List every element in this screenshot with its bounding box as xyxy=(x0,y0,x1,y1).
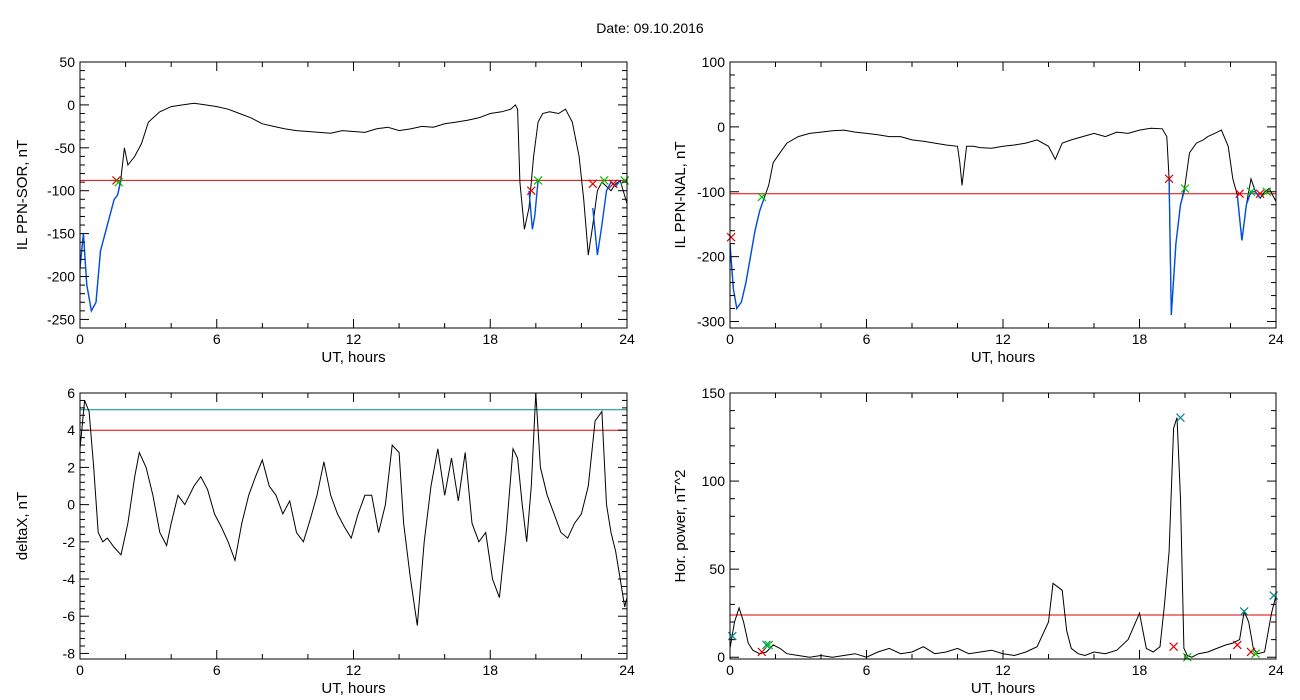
x-tick-label: 24 xyxy=(619,331,635,347)
onset-marker-2 xyxy=(757,647,767,657)
x-tick-label: 12 xyxy=(346,331,362,347)
end-marker-2 xyxy=(114,177,124,187)
x-tick-label: 0 xyxy=(76,331,84,347)
onset-marker-8 xyxy=(1232,640,1242,650)
panel-2: 0 6 12 18 24 100 0 -100 -200 -300 UT, hours IL PPN-… xyxy=(672,54,1284,366)
y-tick-label: -4 xyxy=(63,571,76,587)
peak-marker-3 xyxy=(761,640,771,650)
y-tick-label: 6 xyxy=(67,385,75,401)
y-tick-label: 0 xyxy=(67,497,75,513)
x-tick-label: 6 xyxy=(213,662,221,678)
end-marker-4 xyxy=(533,175,543,185)
end-marker-4 xyxy=(764,640,774,650)
y-tick-label: -2 xyxy=(63,534,76,550)
y-axis-label: IL PPN-NAL, nT xyxy=(672,142,689,249)
onset-marker-5 xyxy=(588,179,598,189)
end-marker-2 xyxy=(757,192,767,202)
x-tick-label: 0 xyxy=(76,662,84,678)
x-tick-label: 24 xyxy=(619,662,635,678)
plot-frame xyxy=(729,392,1277,660)
end-marker-6 xyxy=(1246,187,1256,197)
x-tick-label: 6 xyxy=(213,331,221,347)
y-tick-label: 150 xyxy=(702,385,726,401)
data-line xyxy=(730,417,1276,658)
x-axis-label: UT, hours xyxy=(971,680,1035,697)
peak-marker-9 xyxy=(1239,607,1249,616)
x-axis-label: UT, hours xyxy=(971,349,1035,366)
series-group xyxy=(80,393,627,626)
active-interval-line-1 xyxy=(730,197,765,311)
onset-marker-3 xyxy=(1164,174,1174,184)
x-tick-label: 18 xyxy=(1132,331,1148,347)
y-tick-label: -200 xyxy=(697,249,725,265)
x-tick-label: 18 xyxy=(482,331,498,347)
end-marker-11 xyxy=(1251,649,1260,659)
plot-frame xyxy=(729,61,1277,329)
x-axis-label: UT, hours xyxy=(321,349,385,366)
y-tick-label: 4 xyxy=(67,422,75,438)
y-tick-label: -6 xyxy=(63,608,76,624)
x-tick-label: 24 xyxy=(1268,331,1284,347)
end-marker-4 xyxy=(1180,184,1190,193)
x-tick-label: 24 xyxy=(1268,662,1284,678)
active-interval-line-3 xyxy=(1236,191,1261,241)
y-tick-label: -250 xyxy=(47,311,75,327)
y-tick-label: -50 xyxy=(55,140,75,156)
data-line xyxy=(80,102,627,313)
x-tick-label: 12 xyxy=(346,662,362,678)
end-marker-8 xyxy=(1262,187,1272,197)
y-tick-label: -100 xyxy=(47,183,75,199)
x-tick-label: 6 xyxy=(863,662,871,678)
onset-marker-3 xyxy=(526,186,536,196)
y-tick-label: 50 xyxy=(59,54,75,70)
onset-marker-1 xyxy=(726,232,736,242)
plot-frame xyxy=(79,61,628,329)
x-tick-label: 0 xyxy=(726,331,734,347)
end-marker-6 xyxy=(599,175,609,185)
y-axis-label: IL PPN-SOR, nT xyxy=(14,140,31,250)
y-tick-label: -8 xyxy=(63,645,76,661)
x-tick-label: 18 xyxy=(1132,662,1148,678)
y-tick-label: -100 xyxy=(697,184,725,200)
series-group xyxy=(730,417,1276,658)
active-interval-line-2 xyxy=(1168,178,1186,316)
onset-marker-10 xyxy=(1246,647,1256,657)
y-tick-label: 2 xyxy=(67,459,75,475)
data-line xyxy=(730,127,1276,316)
y-tick-label: 50 xyxy=(709,561,725,577)
active-interval-line-1 xyxy=(80,180,122,313)
page-title: Date: 09.10.2016 xyxy=(596,20,704,36)
series-group xyxy=(730,127,1276,316)
onset-marker-5 xyxy=(1235,189,1245,199)
panel-4: 0 6 12 18 24 150 100 50 0 UT, hours Hor. power, nT… xyxy=(672,385,1284,697)
y-tick-label: 100 xyxy=(702,473,726,489)
y-tick-label: 0 xyxy=(717,119,725,135)
x-tick-label: 12 xyxy=(995,662,1011,678)
onset-marker-7 xyxy=(1255,189,1265,199)
series-group xyxy=(80,102,627,313)
peak-marker-6 xyxy=(1176,413,1185,423)
y-axis-label: Hor. power, nT^2 xyxy=(672,470,689,583)
data-line xyxy=(80,393,627,626)
onset-marker-7 xyxy=(608,179,618,189)
panel-3: 0 6 12 18 24 6 4 2 0 -2 -4 -6 -8 UT, hours deltaX, nT xyxy=(14,385,635,697)
onset-marker-5 xyxy=(1169,642,1179,652)
y-tick-label: -300 xyxy=(697,314,725,330)
x-tick-label: 18 xyxy=(482,662,498,678)
y-tick-label: -150 xyxy=(47,226,75,242)
x-tick-label: 12 xyxy=(995,331,1011,347)
y-tick-label: 0 xyxy=(717,649,725,665)
x-tick-label: 6 xyxy=(863,331,871,347)
y-axis-label: deltaX, nT xyxy=(14,492,31,560)
peak-marker-12 xyxy=(1269,591,1279,601)
x-axis-label: UT, hours xyxy=(321,680,385,697)
y-tick-label: 100 xyxy=(702,54,726,70)
panel-1: 0 6 12 18 24 50 0 -50 -100 -150 -200 -250 UT, hours I… xyxy=(14,54,635,366)
y-tick-label: -200 xyxy=(47,269,75,285)
plot-frame xyxy=(79,392,628,660)
active-interval-line-2 xyxy=(528,180,539,230)
y-tick-label: 0 xyxy=(67,97,75,113)
x-tick-label: 0 xyxy=(726,662,734,678)
